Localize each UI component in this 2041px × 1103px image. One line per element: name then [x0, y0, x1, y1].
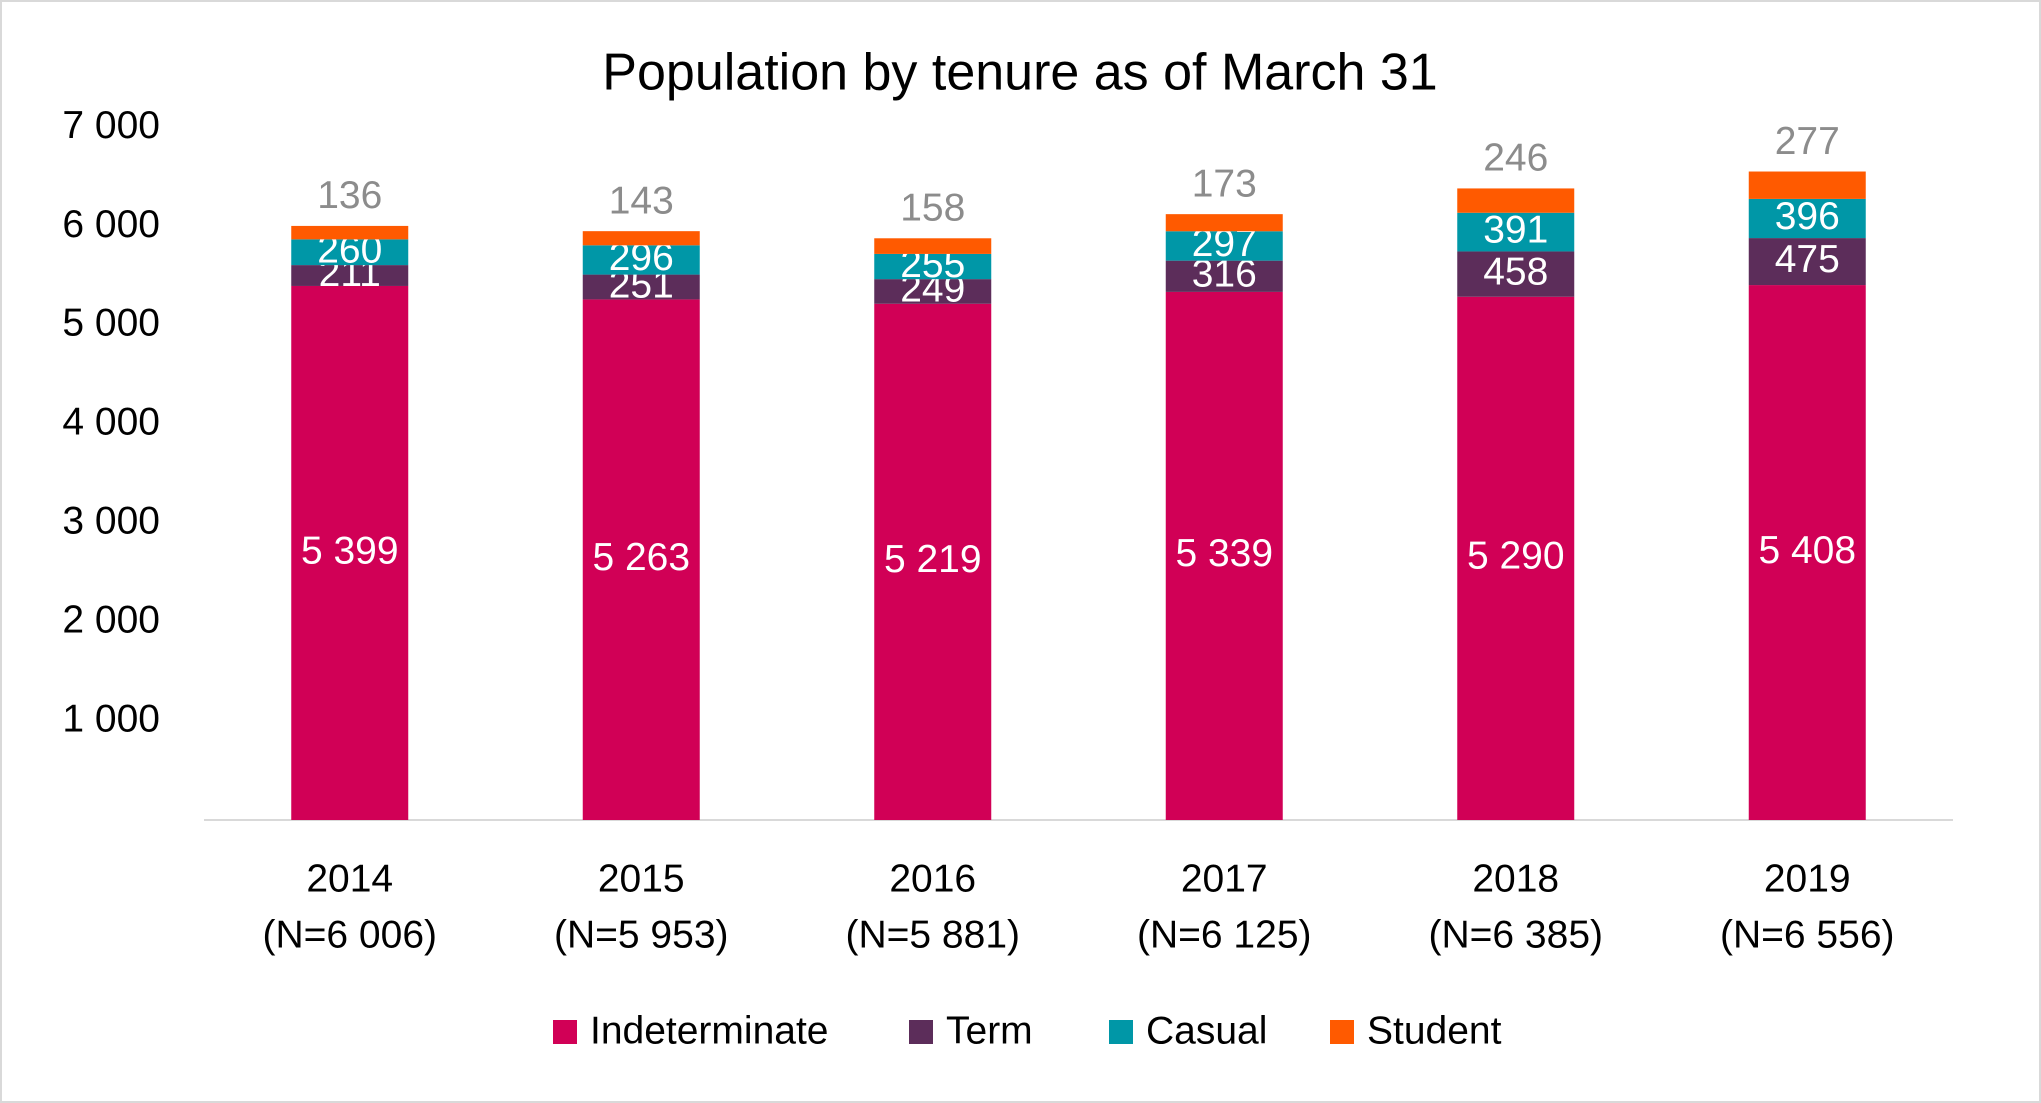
bar-segment — [291, 225, 409, 240]
bar-segment — [1748, 238, 1866, 286]
bar-segment — [582, 274, 700, 300]
y-tick-label: 1 000 — [62, 697, 160, 740]
bar-segment — [1165, 214, 1283, 232]
y-tick-label: 7 000 — [62, 104, 160, 147]
legend-label: Indeterminate — [590, 1009, 828, 1052]
bar-segment — [1457, 188, 1575, 213]
data-label: 136 — [317, 174, 382, 217]
legend-swatch — [553, 1020, 577, 1044]
x-tick-label: (N=5 881) — [845, 913, 1020, 956]
y-tick-label: 6 000 — [62, 203, 160, 246]
data-label: 5 339 — [1175, 532, 1273, 575]
bar-segment — [1748, 171, 1866, 199]
x-tick-label: 2019 — [1764, 857, 1851, 900]
bar-segment — [1748, 198, 1866, 239]
bar-segment — [1457, 296, 1575, 821]
data-label: 5 263 — [592, 536, 690, 579]
bar-segment — [291, 239, 409, 266]
data-label: 5 219 — [884, 538, 982, 581]
x-tick-label: 2015 — [598, 857, 685, 900]
bar-segment — [1165, 260, 1283, 292]
bar-segment — [582, 231, 700, 246]
data-label: 173 — [1192, 162, 1257, 205]
legend-swatch — [1330, 1020, 1354, 1044]
bar-segment — [874, 238, 992, 254]
bar-segment — [582, 245, 700, 275]
bar-segment — [1457, 251, 1575, 297]
legend-swatch — [1109, 1020, 1133, 1044]
x-tick-label: (N=6 125) — [1137, 913, 1312, 956]
x-tick-label: (N=6 006) — [262, 913, 437, 956]
chart-title: Population by tenure as of March 31 — [602, 44, 1437, 102]
data-label: 391 — [1483, 208, 1548, 251]
legend-label: Casual — [1146, 1009, 1267, 1052]
bar-segment — [582, 299, 700, 820]
x-tick-label: (N=5 953) — [554, 913, 729, 956]
data-label: 475 — [1775, 238, 1840, 281]
x-tick-label: (N=6 385) — [1428, 913, 1603, 956]
y-tick-label: 5 000 — [62, 302, 160, 345]
legend-label: Student — [1367, 1009, 1502, 1052]
bar-segment — [874, 303, 992, 820]
data-label: 158 — [900, 187, 965, 230]
y-tick-label: 2 000 — [62, 598, 160, 641]
x-tick-label: (N=6 556) — [1720, 913, 1895, 956]
legend-label: Term — [946, 1009, 1033, 1052]
bar-segment — [874, 253, 992, 280]
data-label: 5 399 — [301, 529, 399, 572]
bar-segment — [1457, 212, 1575, 252]
bar-segment — [1748, 285, 1866, 820]
y-tick-label: 3 000 — [62, 500, 160, 543]
data-label: 5 290 — [1467, 535, 1565, 578]
bar-segment — [874, 279, 992, 304]
data-label: 396 — [1775, 195, 1840, 238]
data-label: 143 — [609, 179, 674, 222]
x-tick-label: 2017 — [1181, 857, 1268, 900]
legend-swatch — [909, 1020, 933, 1044]
data-label: 5 408 — [1758, 529, 1856, 572]
data-label: 458 — [1483, 250, 1548, 293]
y-tick-label: 4 000 — [62, 401, 160, 444]
x-tick-label: 2018 — [1472, 857, 1559, 900]
data-label: 277 — [1775, 120, 1840, 163]
data-label: 246 — [1483, 137, 1548, 180]
bar-segment — [1165, 291, 1283, 821]
bar-segment — [1165, 231, 1283, 261]
bar-segment — [291, 285, 409, 820]
x-tick-label: 2014 — [306, 857, 393, 900]
x-tick-label: 2016 — [889, 857, 976, 900]
bar-segment — [291, 265, 409, 286]
